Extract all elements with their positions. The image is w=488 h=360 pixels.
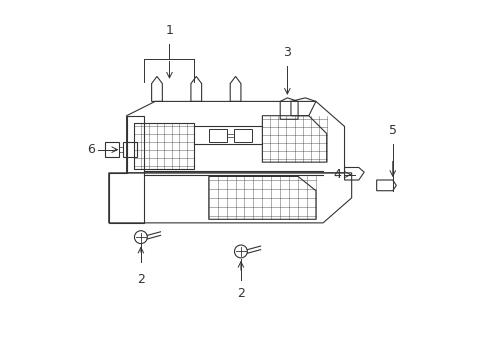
Text: 1: 1 (165, 24, 173, 37)
Text: 2: 2 (237, 287, 244, 300)
Text: 3: 3 (283, 46, 291, 59)
Text: 4: 4 (332, 168, 340, 181)
Text: 5: 5 (388, 124, 396, 137)
Text: 6: 6 (87, 143, 95, 156)
Text: 2: 2 (137, 273, 144, 286)
